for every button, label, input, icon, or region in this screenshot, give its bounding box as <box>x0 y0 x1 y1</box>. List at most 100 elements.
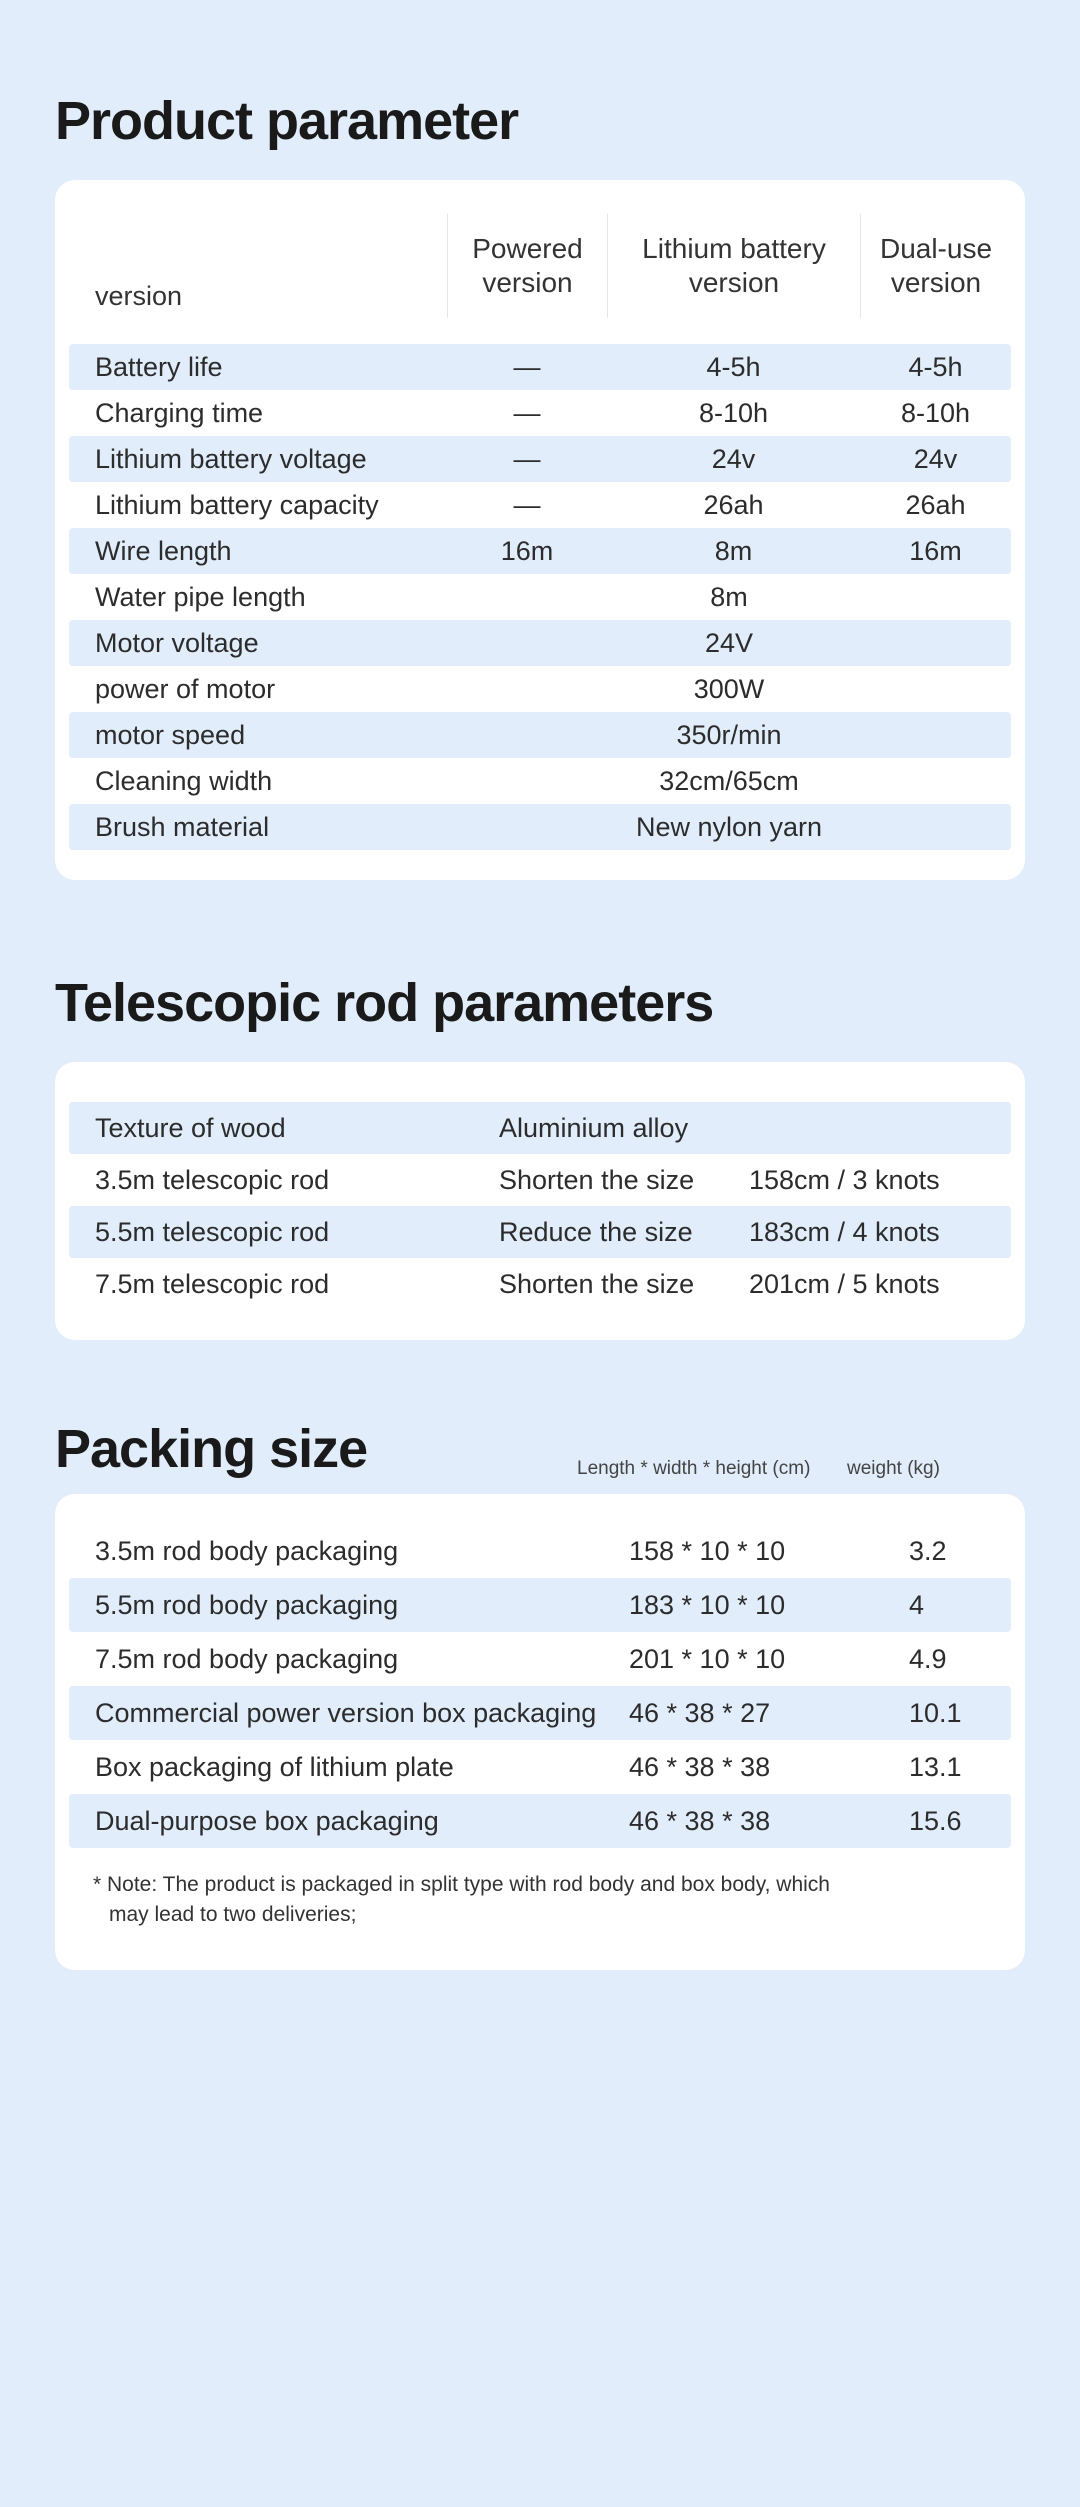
table-row: 5.5m rod body packaging183 * 10 * 104 <box>69 1578 1011 1632</box>
row-value: 4-5h <box>860 352 1011 383</box>
row-value: — <box>447 444 607 475</box>
table-row: 3.5m telescopic rodShorten the size158cm… <box>69 1154 1011 1206</box>
table-row: Lithium battery capacity—26ah26ah <box>69 482 1011 528</box>
packing-rows: 3.5m rod body packaging158 * 10 * 103.25… <box>69 1524 1011 1848</box>
table-row: Box packaging of lithium plate46 * 38 * … <box>69 1740 1011 1794</box>
row-value: 15.6 <box>909 1806 1011 1837</box>
table-row: Cleaning width32cm/65cm <box>69 758 1011 804</box>
table-row: 7.5m rod body packaging201 * 10 * 104.9 <box>69 1632 1011 1686</box>
packing-sub-weight: weight (kg) <box>847 1458 1007 1480</box>
row-value: 10.1 <box>909 1698 1011 1729</box>
table-row: Dual-purpose box packaging46 * 38 * 3815… <box>69 1794 1011 1848</box>
product-parameter-card: version Powered version Lithium battery … <box>55 180 1025 880</box>
row-value: 8-10h <box>860 398 1011 429</box>
table-row: Water pipe length8m <box>69 574 1011 620</box>
table-row: motor speed350r/min <box>69 712 1011 758</box>
row-label: 3.5m telescopic rod <box>69 1165 499 1196</box>
product-rows: Battery life—4-5h4-5hCharging time—8-10h… <box>69 344 1011 850</box>
packing-note: * Note: The product is packaged in split… <box>69 1848 1011 1940</box>
row-value: 300W <box>447 674 1011 705</box>
row-label: 5.5m rod body packaging <box>69 1590 629 1621</box>
row-label: Water pipe length <box>69 582 447 613</box>
telescopic-card: Texture of woodAluminium alloy3.5m teles… <box>55 1062 1025 1340</box>
row-value: Aluminium alloy <box>499 1113 1011 1144</box>
row-label: 5.5m telescopic rod <box>69 1217 499 1248</box>
row-label: Cleaning width <box>69 766 447 797</box>
product-header-label: version <box>69 281 447 318</box>
table-row: Texture of woodAluminium alloy <box>69 1102 1011 1154</box>
packing-card: 3.5m rod body packaging158 * 10 * 103.25… <box>55 1494 1025 1970</box>
row-value: 4-5h <box>607 352 860 383</box>
packing-subheader: Length * width * height (cm) weight (kg) <box>577 1458 1025 1494</box>
packing-note-line1: * Note: The product is packaged in split… <box>93 1873 830 1896</box>
row-label: Charging time <box>69 398 447 429</box>
row-value: 24v <box>860 444 1011 475</box>
packing-title: Packing size <box>55 1418 367 1480</box>
row-value: 46 * 38 * 38 <box>629 1806 909 1837</box>
row-label: Battery life <box>69 352 447 383</box>
row-label: Texture of wood <box>69 1113 499 1144</box>
row-value: New nylon yarn <box>447 812 1011 843</box>
packing-note-line2: may lead to two deliveries; <box>93 1900 993 1930</box>
row-value: 4 <box>909 1590 1011 1621</box>
table-row: Charging time—8-10h8-10h <box>69 390 1011 436</box>
product-header-col-lithium: Lithium battery version <box>607 214 860 318</box>
row-value: Shorten the size <box>499 1269 749 1300</box>
row-label: Brush material <box>69 812 447 843</box>
row-value: 16m <box>447 536 607 567</box>
row-label: 7.5m telescopic rod <box>69 1269 499 1300</box>
table-row: 3.5m rod body packaging158 * 10 * 103.2 <box>69 1524 1011 1578</box>
packing-sub-dims: Length * width * height (cm) <box>577 1458 847 1480</box>
row-value: 350r/min <box>447 720 1011 751</box>
row-label: Lithium battery capacity <box>69 490 447 521</box>
row-label: motor speed <box>69 720 447 751</box>
row-value: 26ah <box>860 490 1011 521</box>
row-value: Shorten the size <box>499 1165 749 1196</box>
table-row: 7.5m telescopic rodShorten the size201cm… <box>69 1258 1011 1310</box>
product-header-col-powered: Powered version <box>447 214 607 318</box>
table-row: Motor voltage24V <box>69 620 1011 666</box>
table-row: Commercial power version box packaging46… <box>69 1686 1011 1740</box>
row-value: 8m <box>607 536 860 567</box>
row-value: 46 * 38 * 27 <box>629 1698 909 1729</box>
row-value: 26ah <box>607 490 860 521</box>
table-row: 5.5m telescopic rodReduce the size183cm … <box>69 1206 1011 1258</box>
table-row: Brush materialNew nylon yarn <box>69 804 1011 850</box>
row-value: — <box>447 398 607 429</box>
row-value: 8-10h <box>607 398 860 429</box>
table-row: Battery life—4-5h4-5h <box>69 344 1011 390</box>
row-value: 183cm / 4 knots <box>749 1217 1011 1248</box>
row-value: 13.1 <box>909 1752 1011 1783</box>
row-label: power of motor <box>69 674 447 705</box>
row-value: 158 * 10 * 10 <box>629 1536 909 1567</box>
table-row: Wire length16m8m16m <box>69 528 1011 574</box>
row-label: Wire length <box>69 536 447 567</box>
row-label: 7.5m rod body packaging <box>69 1644 629 1675</box>
row-value: 32cm/65cm <box>447 766 1011 797</box>
product-header-col-dual: Dual-use version <box>860 214 1011 318</box>
row-value: 158cm / 3 knots <box>749 1165 1011 1196</box>
row-label: 3.5m rod body packaging <box>69 1536 629 1567</box>
row-label: Dual-purpose box packaging <box>69 1806 629 1837</box>
row-value: — <box>447 352 607 383</box>
telescopic-rows: Texture of woodAluminium alloy3.5m teles… <box>69 1102 1011 1310</box>
row-label: Box packaging of lithium plate <box>69 1752 629 1783</box>
row-value: 4.9 <box>909 1644 1011 1675</box>
row-value: 16m <box>860 536 1011 567</box>
row-label: Motor voltage <box>69 628 447 659</box>
row-value: 183 * 10 * 10 <box>629 1590 909 1621</box>
telescopic-title: Telescopic rod parameters <box>55 972 1025 1034</box>
row-label: Lithium battery voltage <box>69 444 447 475</box>
product-header-row: version Powered version Lithium battery … <box>69 194 1011 344</box>
row-value: 3.2 <box>909 1536 1011 1567</box>
product-parameter-title: Product parameter <box>55 90 1025 152</box>
table-row: Lithium battery voltage—24v24v <box>69 436 1011 482</box>
row-value: 46 * 38 * 38 <box>629 1752 909 1783</box>
table-row: power of motor300W <box>69 666 1011 712</box>
row-label: Commercial power version box packaging <box>69 1698 629 1729</box>
row-value: 201 * 10 * 10 <box>629 1644 909 1675</box>
row-value: 201cm / 5 knots <box>749 1269 1011 1300</box>
row-value: 24v <box>607 444 860 475</box>
row-value: 8m <box>447 582 1011 613</box>
row-value: 24V <box>447 628 1011 659</box>
